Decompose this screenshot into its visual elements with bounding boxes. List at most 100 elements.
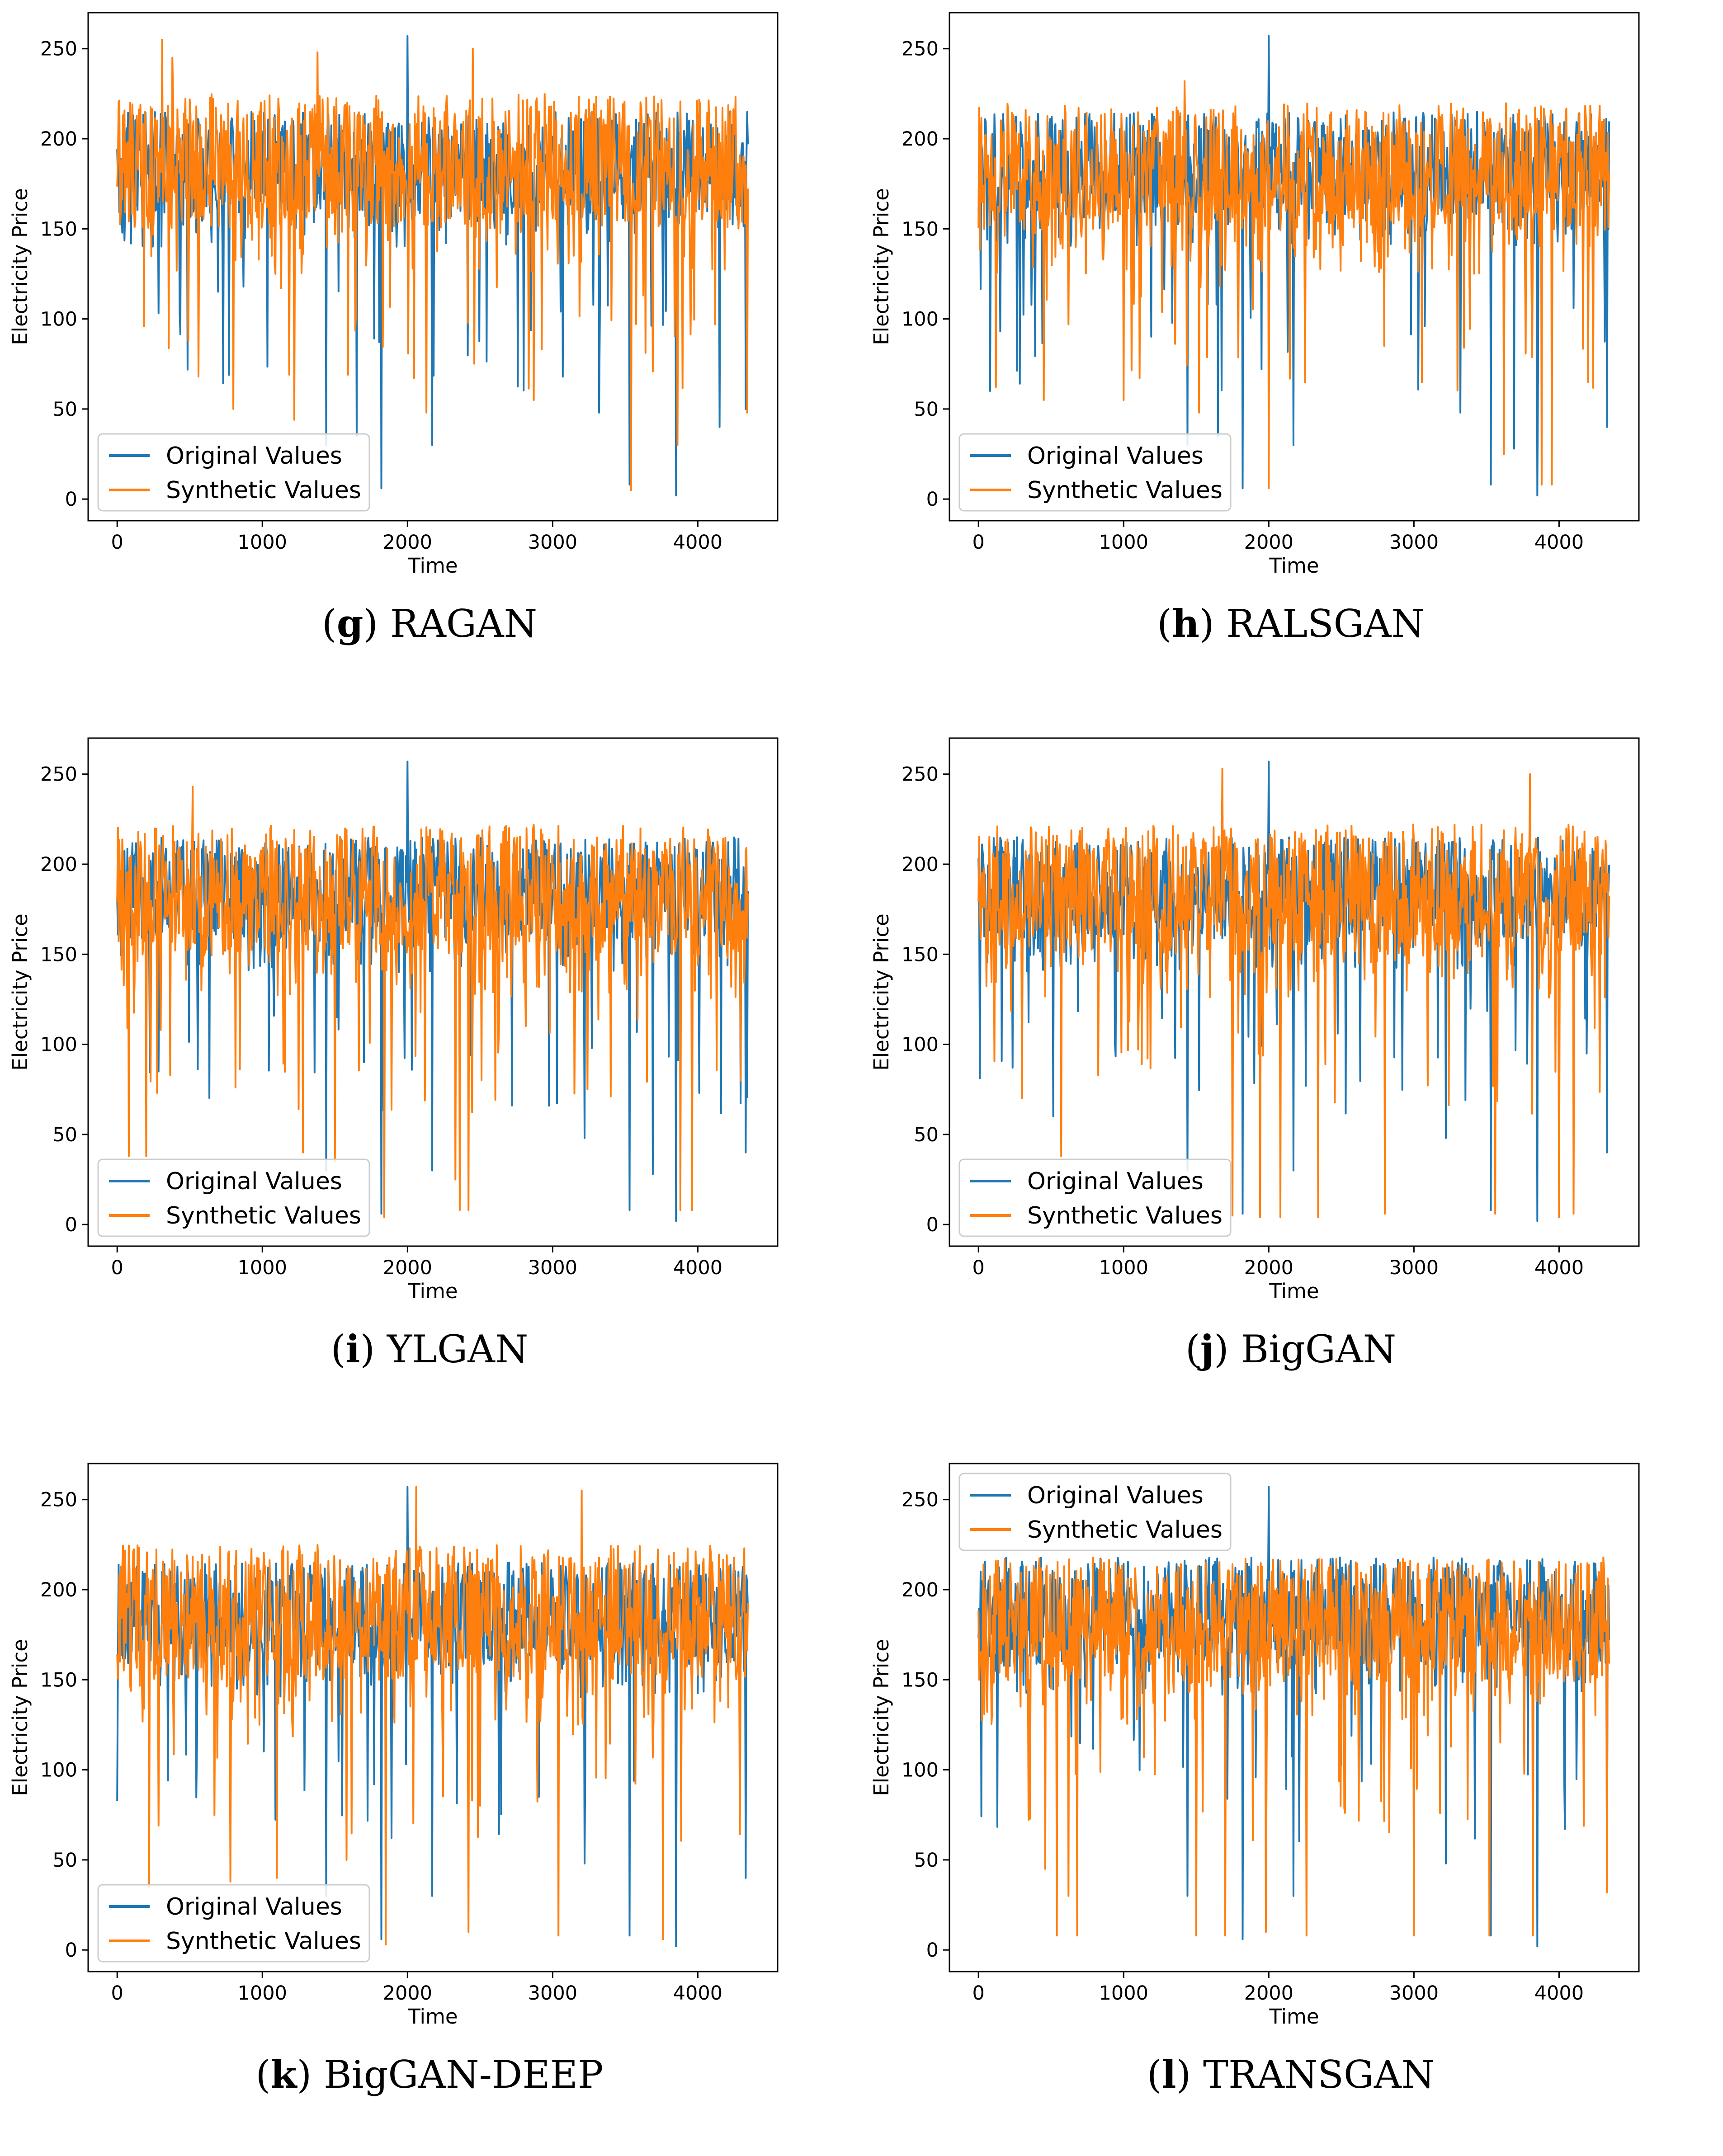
- x-tick-label: 2000: [1244, 1257, 1293, 1279]
- caption-j: (j) BigGAN: [1185, 1327, 1397, 1371]
- panel-h: 0 1000 2000 3000 4000 0 50 100 150 200 250 Time Elec…: [861, 0, 1720, 705]
- plot-k: 0 1000 2000 3000 4000 0 50 100 150 200 250 Time Elec…: [8, 1463, 779, 2029]
- x-axis-label: Time: [407, 2005, 458, 2029]
- y-tick-label: 100: [902, 1034, 939, 1056]
- x-tick-label: 0: [972, 531, 985, 554]
- legend-label: Synthetic Values: [166, 1202, 361, 1229]
- x-tick-label: 1000: [1099, 531, 1148, 554]
- legend-label: Synthetic Values: [166, 477, 361, 504]
- plot-j: 0 1000 2000 3000 4000 0 50 100 150 200 250 Time Elec…: [869, 737, 1640, 1303]
- caption-title: YLGAN: [387, 1327, 529, 1371]
- series-line-synthetic: [116, 1486, 749, 1946]
- y-tick-label: 150: [40, 1669, 77, 1691]
- y-tick-label: 50: [52, 1124, 77, 1146]
- panel-j: 0 1000 2000 3000 4000 0 50 100 150 200 250 Time Elec…: [861, 725, 1720, 1431]
- y-tick-label: 150: [40, 218, 77, 240]
- y-tick-label: 150: [40, 943, 77, 966]
- legend-label: Original Values: [166, 1168, 342, 1195]
- x-tick-label: 1000: [238, 1982, 287, 2005]
- legend-label: Original Values: [166, 1893, 342, 1921]
- y-tick-label: 50: [52, 398, 77, 421]
- y-tick-label: 100: [40, 308, 77, 331]
- caption-letter: j: [1200, 1327, 1214, 1371]
- y-tick-label: 150: [902, 218, 939, 240]
- series-line-original: [977, 1486, 1610, 1948]
- x-tick-label: 0: [972, 1257, 985, 1279]
- series-line-synthetic: [977, 1556, 1610, 1937]
- caption-h: (h) RALSGAN: [1157, 601, 1425, 646]
- x-tick-label: 1000: [238, 531, 287, 554]
- legend: Original Values Synthetic Values: [97, 1884, 370, 1963]
- legend-label: Synthetic Values: [1027, 477, 1223, 504]
- y-tick-label: 0: [65, 1214, 77, 1236]
- legend-label: Original Values: [166, 442, 342, 470]
- x-tick-label: 2000: [383, 1982, 432, 2005]
- x-tick-label: 3000: [528, 531, 577, 554]
- y-tick-label: 150: [902, 943, 939, 966]
- series-line-synthetic: [977, 80, 1610, 490]
- x-axis-label: Time: [407, 1279, 458, 1303]
- legend: Original Values Synthetic Values: [97, 1158, 370, 1237]
- caption-l: (l) TRANSGAN: [1147, 2052, 1435, 2097]
- caption-title: BigGAN: [1241, 1327, 1397, 1371]
- y-axis-label: Electricity Price: [869, 913, 893, 1071]
- y-tick-label: 0: [926, 1214, 939, 1236]
- x-axis-label: Time: [1269, 2005, 1319, 2029]
- x-tick-label: 2000: [1244, 1982, 1293, 2005]
- x-tick-label: 3000: [528, 1982, 577, 2005]
- series-line-synthetic: [116, 786, 749, 1219]
- x-tick-label: 2000: [383, 531, 432, 554]
- y-axis-label: Electricity Price: [8, 1639, 32, 1796]
- x-tick-label: 1000: [1099, 1257, 1148, 1279]
- x-tick-label: 3000: [1389, 1257, 1439, 1279]
- caption-letter: h: [1171, 601, 1199, 646]
- x-tick-label: 1000: [1099, 1982, 1148, 2005]
- x-tick-label: 4000: [673, 531, 722, 554]
- panel-i: 0 1000 2000 3000 4000 0 50 100 150 200 250 Time Elec…: [0, 725, 859, 1431]
- plot-frame: [87, 737, 779, 1247]
- series-line-synthetic: [116, 38, 749, 491]
- series-line-original: [977, 35, 1610, 497]
- y-tick-label: 200: [40, 1579, 77, 1601]
- legend-label: Original Values: [1027, 1482, 1204, 1509]
- legend: Original Values Synthetic Values: [958, 1158, 1232, 1237]
- y-tick-label: 250: [40, 38, 77, 61]
- caption-letter: k: [270, 2052, 297, 2097]
- legend-box: [958, 1158, 1232, 1237]
- legend-box: [97, 1158, 370, 1237]
- legend: Original Values Synthetic Values: [97, 433, 370, 512]
- y-tick-label: 250: [902, 38, 939, 61]
- x-tick-label: 0: [972, 1982, 985, 2005]
- plot-l: 0 1000 2000 3000 4000 0 50 100 150 200 250 Time Elec…: [869, 1463, 1640, 2029]
- plot-i: 0 1000 2000 3000 4000 0 50 100 150 200 250 Time Elec…: [8, 737, 779, 1303]
- caption-title: BigGAN-DEEP: [323, 2052, 604, 2097]
- y-tick-label: 0: [65, 1939, 77, 1962]
- panel-l: 0 1000 2000 3000 4000 0 50 100 150 200 250 Time Elec…: [861, 1451, 1720, 2156]
- caption-k: (k) BigGAN-DEEP: [255, 2052, 604, 2097]
- y-tick-label: 0: [926, 1939, 939, 1962]
- x-tick-label: 3000: [1389, 531, 1439, 554]
- legend-label: Synthetic Values: [166, 1928, 361, 1955]
- y-axis-label: Electricity Price: [869, 1639, 893, 1796]
- x-axis-label: Time: [1269, 554, 1319, 578]
- legend-label: Original Values: [1027, 1168, 1204, 1195]
- legend: Original Values Synthetic Values: [958, 1473, 1232, 1551]
- x-tick-label: 3000: [1389, 1982, 1439, 2005]
- x-tick-label: 3000: [528, 1257, 577, 1279]
- x-tick-label: 4000: [673, 1982, 722, 2005]
- legend-box: [97, 1884, 370, 1963]
- caption-letter: i: [345, 1327, 360, 1371]
- x-axis-label: Time: [407, 554, 458, 578]
- legend-box: [958, 433, 1232, 512]
- y-tick-label: 0: [926, 488, 939, 511]
- x-tick-label: 4000: [1534, 1982, 1584, 2005]
- plot-h: 0 1000 2000 3000 4000 0 50 100 150 200 250 Time Elec…: [869, 12, 1640, 578]
- y-tick-label: 250: [902, 1489, 939, 1511]
- y-tick-label: 200: [40, 128, 77, 151]
- y-tick-label: 200: [40, 853, 77, 876]
- y-tick-label: 150: [902, 1669, 939, 1691]
- legend-box: [958, 1473, 1232, 1551]
- y-tick-label: 0: [65, 488, 77, 511]
- x-tick-label: 2000: [383, 1257, 432, 1279]
- x-tick-label: 0: [111, 1257, 123, 1279]
